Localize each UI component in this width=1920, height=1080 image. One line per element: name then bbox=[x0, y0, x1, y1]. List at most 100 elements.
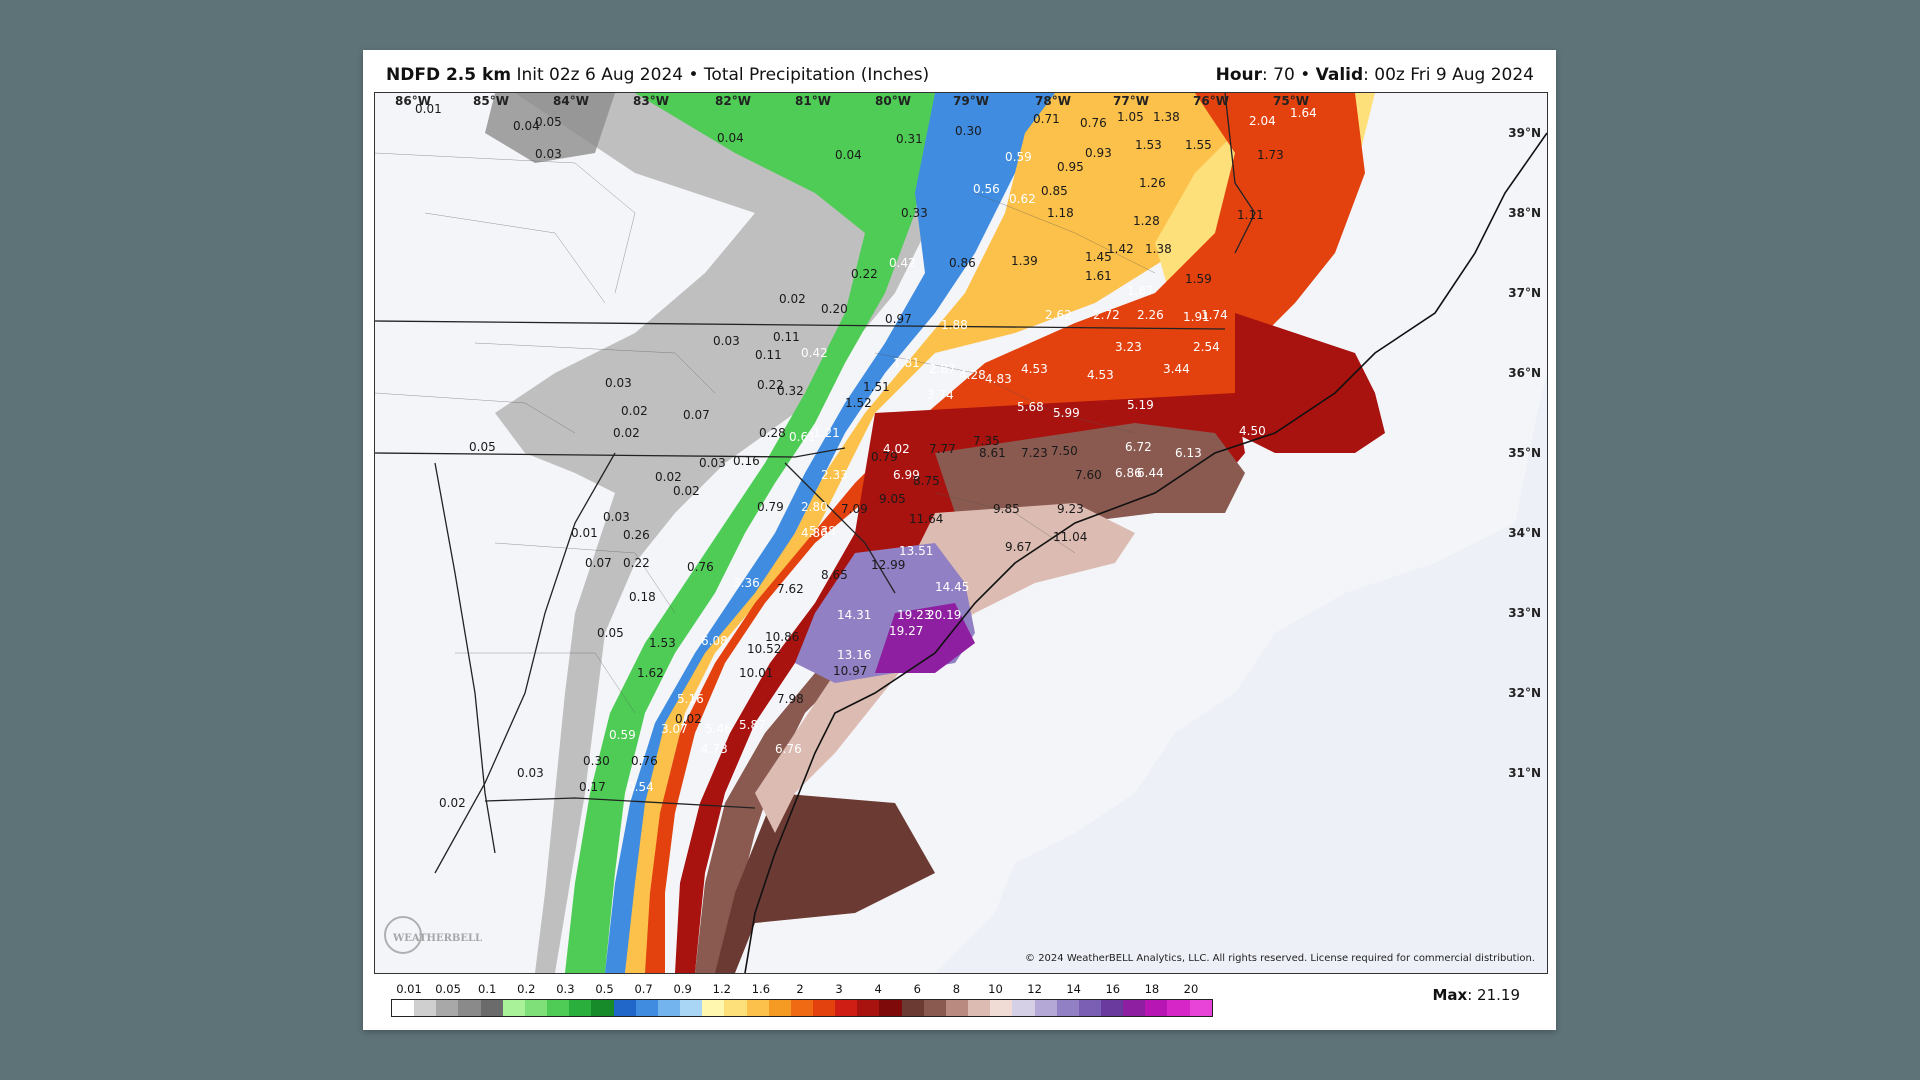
longitude-label: 85°W bbox=[473, 94, 509, 108]
accumulation-label: 0.03 bbox=[605, 376, 632, 390]
accumulation-label: 6.08 bbox=[701, 634, 728, 648]
accumulation-label: 0.05 bbox=[469, 440, 496, 454]
longitude-label: 83°W bbox=[633, 94, 669, 108]
accumulation-label: 0.03 bbox=[699, 456, 726, 470]
accumulation-label: 6.44 bbox=[1137, 466, 1164, 480]
accumulation-label: 0.02 bbox=[673, 484, 700, 498]
colorbar-swatch bbox=[569, 1000, 592, 1016]
max-number: : 21.19 bbox=[1467, 986, 1520, 1004]
map-title: NDFD 2.5 km Init 02z 6 Aug 2024 • Total … bbox=[386, 65, 929, 85]
colorbar-labels: 0.01 0.05 0.1 0.2 0.3 0.5 0.7 0.9 1.2 1.6 2 3 4 6 8 10 1… bbox=[391, 982, 1211, 998]
accumulation-label: 1.62 bbox=[637, 666, 664, 680]
accumulation-label: 1.39 bbox=[1011, 254, 1038, 268]
colorbar-swatch bbox=[1101, 1000, 1124, 1016]
state-line-ga-fl bbox=[484, 797, 756, 809]
accumulation-label: 5.87 bbox=[739, 718, 766, 732]
accumulation-label: 0.04 bbox=[513, 119, 540, 133]
accumulation-label: 1.11 bbox=[1237, 208, 1264, 222]
accumulation-label: 0.05 bbox=[535, 115, 562, 129]
accumulation-label: 12.99 bbox=[871, 558, 905, 572]
longitude-label: 78°W bbox=[1035, 94, 1071, 108]
accumulation-label: 0.03 bbox=[713, 334, 740, 348]
accumulation-label: 1.74 bbox=[1201, 308, 1228, 322]
colorbar-tick-label: 0.7 bbox=[634, 982, 653, 996]
accumulation-label: 1.51 bbox=[863, 380, 890, 394]
accumulation-label: 4.50 bbox=[1239, 424, 1266, 438]
init-time: Init 02z 6 Aug 2024 bbox=[516, 65, 684, 85]
accumulation-label: 19.23 bbox=[897, 608, 931, 622]
accumulation-label: 5.16 bbox=[677, 692, 704, 706]
accumulation-label: 0.17 bbox=[579, 780, 606, 794]
colorbar-swatch bbox=[392, 1000, 415, 1016]
accumulation-label: 0.76 bbox=[687, 560, 714, 574]
accumulation-label: 1.21 bbox=[813, 426, 840, 440]
accumulation-label: 1.59 bbox=[1185, 272, 1212, 286]
accumulation-label: 1.81 bbox=[893, 356, 920, 370]
accumulation-label: 0.56 bbox=[973, 182, 1000, 196]
colorbar-swatch bbox=[768, 1000, 791, 1016]
colorbar-tick-label: 1.2 bbox=[712, 982, 731, 996]
colorbar-tick-label: 0.5 bbox=[595, 982, 614, 996]
coastline bbox=[744, 132, 1547, 973]
accumulation-label: 0.54 bbox=[627, 780, 654, 794]
colorbar-swatch bbox=[1078, 1000, 1101, 1016]
colorbar-tick-label: 2 bbox=[796, 982, 804, 996]
accumulation-label: 2.72 bbox=[1093, 308, 1120, 322]
obx-red-area bbox=[1235, 313, 1385, 453]
accumulation-label: 1.05 bbox=[1117, 110, 1144, 124]
accumulation-label: 0.76 bbox=[631, 754, 658, 768]
accumulation-label: 11.64 bbox=[909, 512, 943, 526]
accumulation-label: 1.28 bbox=[1133, 214, 1160, 228]
accumulation-label: 1.38 bbox=[1145, 242, 1172, 256]
accumulation-label: 0.11 bbox=[773, 330, 800, 344]
latitude-label: 39°N bbox=[1508, 126, 1541, 140]
colorbar-tick-label: 0.3 bbox=[556, 982, 575, 996]
latitude-label: 37°N bbox=[1508, 286, 1541, 300]
accumulation-label: 0.20 bbox=[821, 302, 848, 316]
colorbar-swatch bbox=[524, 1000, 548, 1016]
accumulation-label: 3.07 bbox=[661, 722, 688, 736]
latitude-labels: 39°N 38°N 37°N 36°N 35°N 34°N 33°N 32°N 31°N bbox=[1508, 126, 1541, 780]
precip-map[interactable]: 0.01 0.05 0.04 0.03 0.04 0.04 0.31 0.30 0.71 0.76… bbox=[374, 92, 1548, 974]
accumulation-label: 8.61 bbox=[979, 446, 1006, 460]
accumulation-label: 0.32 bbox=[777, 384, 804, 398]
accumulation-label: 7.09 bbox=[841, 502, 868, 516]
colorbar-tick-label: 0.9 bbox=[673, 982, 692, 996]
colorbar-tick-label: 18 bbox=[1144, 982, 1160, 996]
accumulation-label: 0.97 bbox=[885, 312, 912, 326]
accumulation-label: 3.23 bbox=[1115, 340, 1142, 354]
accumulation-label: 14.31 bbox=[837, 608, 871, 622]
hour-label: Hour bbox=[1215, 65, 1263, 85]
colorbar-swatch bbox=[480, 1000, 503, 1016]
colorbar-tick-label: 0.2 bbox=[517, 982, 536, 996]
accumulation-label: 2.54 bbox=[1193, 340, 1220, 354]
accumulation-label: 2.26 bbox=[1137, 308, 1164, 322]
max-value: Max: 21.19 bbox=[1433, 986, 1521, 1004]
accumulation-label: 7.62 bbox=[777, 582, 804, 596]
accumulation-label: 0.02 bbox=[655, 470, 682, 484]
accumulation-label: 1.64 bbox=[1290, 106, 1317, 120]
accumulation-label: 13.16 bbox=[837, 648, 871, 662]
longitude-label: 82°W bbox=[715, 94, 751, 108]
accumulation-label: 0.04 bbox=[717, 131, 744, 145]
accumulation-label: 0.28 bbox=[759, 426, 786, 440]
title-separator: • bbox=[688, 65, 699, 85]
colorbar-swatch bbox=[1056, 1000, 1079, 1016]
accumulation-label: 5.46 bbox=[705, 722, 732, 736]
longitude-label: 84°W bbox=[553, 94, 589, 108]
colorbar-swatch bbox=[835, 1000, 858, 1016]
accumulation-label: 0.02 bbox=[613, 426, 640, 440]
accumulation-label: 10.86 bbox=[765, 630, 799, 644]
accumulation-label: 3.74 bbox=[927, 388, 954, 402]
accumulation-label: 9.05 bbox=[879, 492, 906, 506]
accumulation-label: 0.07 bbox=[585, 556, 612, 570]
hour-value: : 70 bbox=[1262, 65, 1295, 85]
accumulation-label: 0.01 bbox=[415, 102, 442, 116]
accumulation-label: 7.23 bbox=[1021, 446, 1048, 460]
state-line-nc-sc bbox=[784, 462, 896, 594]
accumulation-label: 5.19 bbox=[1127, 398, 1154, 412]
colorbar-swatch bbox=[657, 1000, 681, 1016]
accumulation-label: 0.71 bbox=[1033, 112, 1060, 126]
accumulation-label: 0.95 bbox=[1057, 160, 1084, 174]
accumulation-label: 0.04 bbox=[835, 148, 862, 162]
